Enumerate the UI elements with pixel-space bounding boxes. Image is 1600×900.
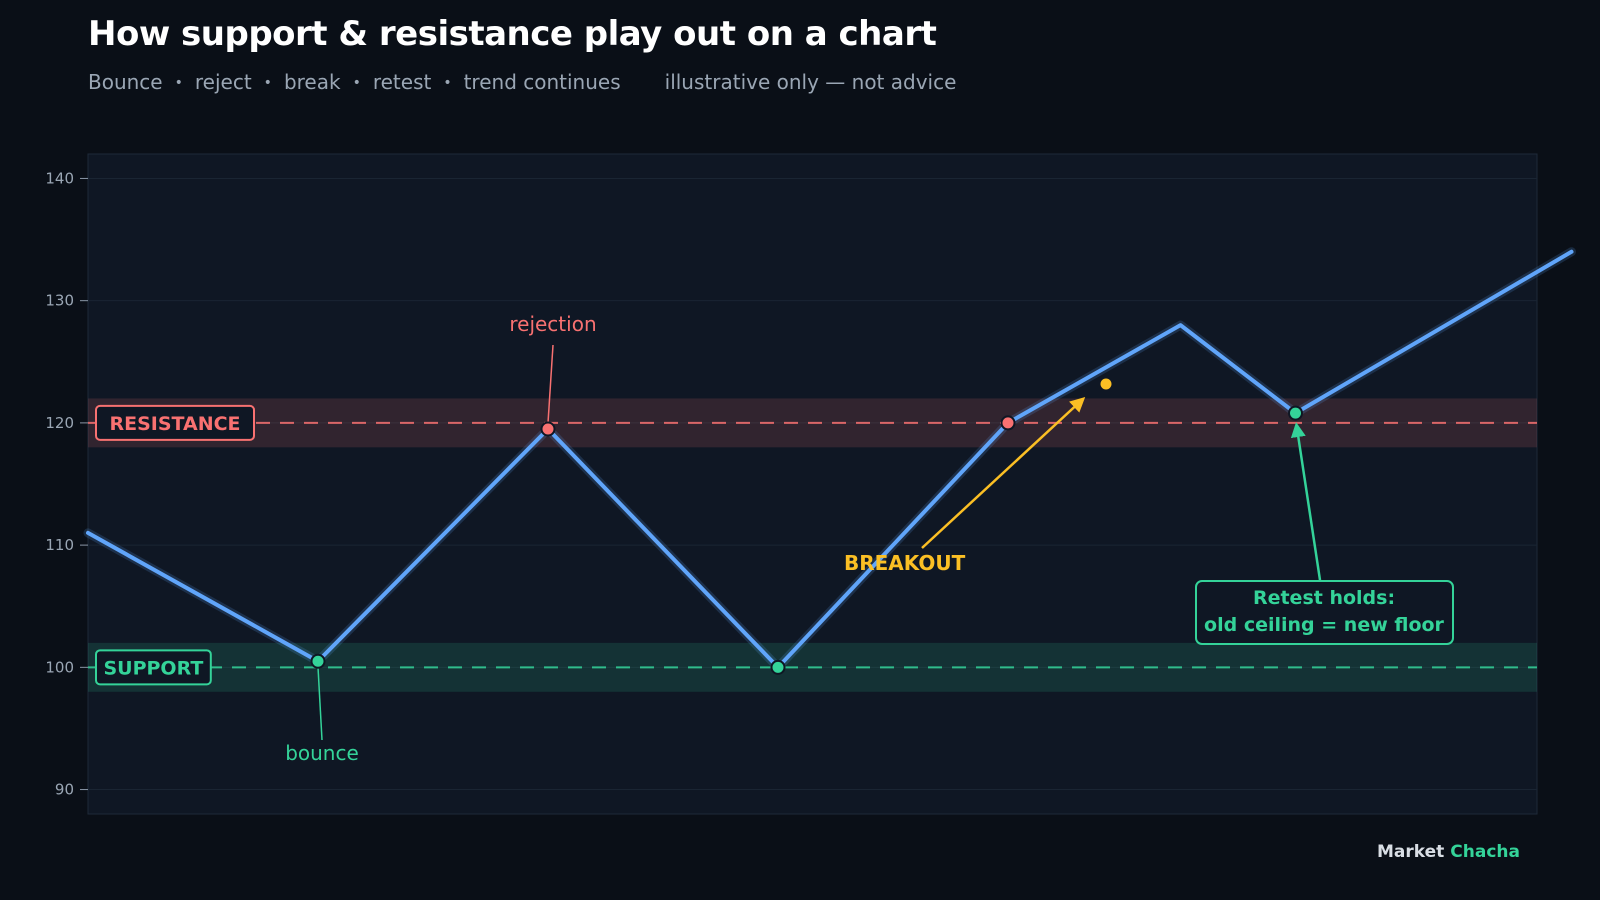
annotation-retest-line2: old ceiling = new floor [1204,614,1445,636]
y-tick-label: 140 [45,169,74,187]
y-tick-label: 120 [45,414,74,432]
support-label: SUPPORT [103,657,203,679]
separator-dot: • [352,75,361,91]
chart-subtitle: Bounce • reject • break • retest • trend continu… [88,70,956,94]
annotations: rejection bounce BREAKOUT Retest holds: old … [285,312,1454,765]
resistance-label-box [95,404,255,441]
resistance-label: RESISTANCE [109,413,240,435]
second-bounce-point [770,659,786,675]
annotation-breakout: BREAKOUT [844,551,966,575]
breakout-dot [1100,378,1112,390]
chart-title: How support & resistance play out on a c… [88,14,937,54]
breakout-arrow [921,396,1086,549]
rejection-point [540,421,556,437]
y-tick-label: 100 [45,658,74,676]
annotation-retest-line1: Retest holds: [1253,587,1395,609]
brand-part1: Market [1377,842,1445,862]
step-break: break [283,70,341,94]
markers [310,405,1303,675]
plot-area [87,153,1538,815]
separator-dot: • [443,75,452,91]
step-reject: reject [194,70,252,94]
price-line [86,249,1574,670]
level-labels: RESISTANCE SUPPORT [95,404,255,686]
step-bounce: Bounce [88,70,163,94]
annotation-rejection: rejection [509,312,596,336]
separator-dot: • [263,75,272,91]
bounce-leader [317,667,323,741]
retest-callout-box [1195,580,1454,645]
retest-point [1288,405,1303,421]
y-tick-label: 90 [55,781,74,799]
y-tick-label: 110 [45,536,74,554]
step-retest: retest [372,70,432,94]
disclaimer: illustrative only — not advice [664,70,957,94]
step-trend-continues: trend continues [463,70,621,94]
price-line-layer [83,247,1576,672]
brand-watermark: Market Chacha [1377,842,1520,862]
breakout-point [1000,415,1016,431]
separator-dot: • [174,75,183,91]
y-tick-label: 130 [45,292,74,310]
support-label-box [95,649,212,686]
brand-part2: Chacha [1450,842,1520,862]
annotation-bounce: bounce [285,741,359,765]
rejection-leader [547,344,554,424]
bounce-point [310,653,326,669]
retest-arrow [1290,422,1322,581]
